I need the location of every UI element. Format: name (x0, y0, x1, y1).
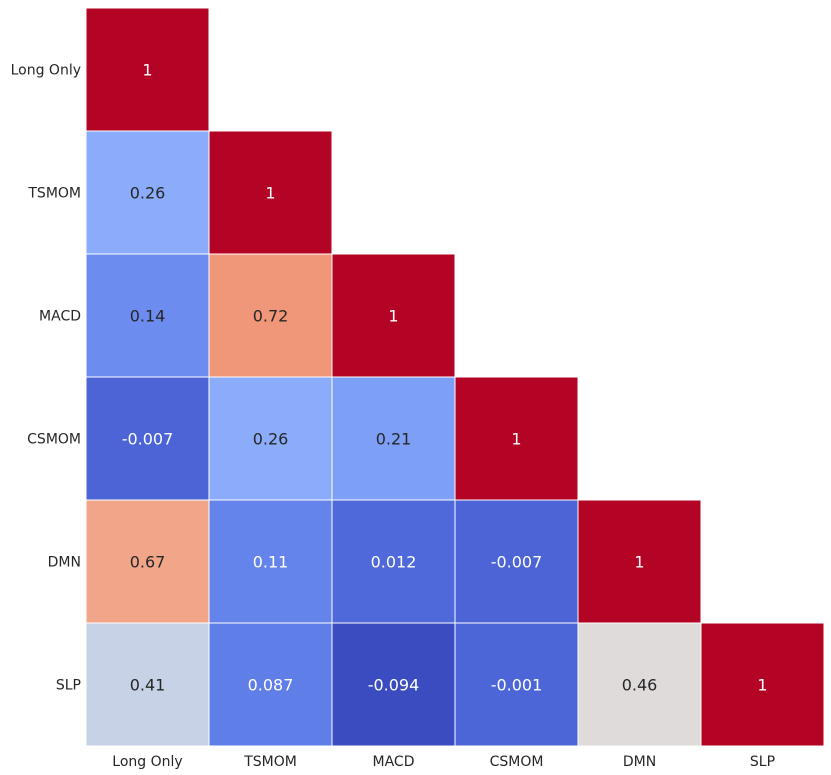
row-tick-label-1: TSMOM (27, 186, 81, 202)
col-tick-label-5: SLP (750, 754, 775, 770)
row-tick-label-4: DMN (48, 555, 81, 571)
cell-label-r2-c2: 1 (388, 307, 398, 326)
col-tick-label-4: DMN (623, 754, 656, 770)
heatmap-cell-r4-c1 (208, 499, 333, 624)
heatmap-cell-r5-c5 (700, 622, 825, 747)
heatmap-cell-r5-c2 (331, 622, 456, 747)
col-tick-label-2: MACD (373, 754, 415, 770)
heatmap-cell-r4-c2 (331, 499, 456, 624)
cell-label-r4-c0: 0.67 (130, 553, 166, 572)
heatmap-cell-r2-c1 (208, 253, 333, 378)
col-tick-label-3: CSMOM (490, 754, 544, 770)
cell-label-r1-c1: 1 (265, 184, 275, 203)
heatmap-cell-r4-c4 (577, 499, 702, 624)
heatmap-cell-r1-c1 (208, 130, 333, 255)
cell-label-r4-c3: -0.007 (491, 553, 543, 572)
heatmap-cell-r4-c3 (454, 499, 579, 624)
cell-label-r2-c1: 0.72 (253, 307, 289, 326)
row-tick-label-2: MACD (39, 309, 81, 325)
heatmap-cell-r1-c0 (85, 130, 210, 255)
cell-label-r5-c3: -0.001 (491, 676, 543, 695)
row-tick-label-5: SLP (56, 678, 81, 694)
cell-label-r3-c3: 1 (511, 430, 521, 449)
col-tick-label-0: Long Only (112, 754, 182, 770)
cell-label-r4-c2: 0.012 (371, 553, 417, 572)
cell-label-r5-c2: -0.094 (368, 676, 420, 695)
heatmap-cell-r2-c2 (331, 253, 456, 378)
row-tick-label-3: CSMOM (27, 432, 81, 448)
cell-label-r5-c5: 1 (757, 676, 767, 695)
heatmap-cell-r0-c0 (85, 7, 210, 132)
cell-label-r4-c4: 1 (634, 553, 644, 572)
cell-label-r5-c4: 0.46 (622, 676, 658, 695)
heatmap-cell-r3-c3 (454, 376, 579, 501)
heatmap-cell-r5-c0 (85, 622, 210, 747)
heatmap-cell-r5-c4 (577, 622, 702, 747)
cell-label-r3-c1: 0.26 (253, 430, 289, 449)
heatmap-cell-r5-c3 (454, 622, 579, 747)
row-tick-label-0: Long Only (11, 63, 81, 79)
heatmap-cell-r2-c0 (85, 253, 210, 378)
cell-label-r2-c0: 0.14 (130, 307, 166, 326)
heatmap-cell-r5-c1 (208, 622, 333, 747)
cell-label-r5-c1: 0.087 (248, 676, 294, 695)
heatmap-cell-r3-c1 (208, 376, 333, 501)
cell-label-r4-c1: 0.11 (253, 553, 289, 572)
cell-label-r1-c0: 0.26 (130, 184, 166, 203)
cell-label-r3-c0: -0.007 (122, 430, 174, 449)
col-tick-label-1: TSMOM (243, 754, 297, 770)
cell-label-r3-c2: 0.21 (376, 430, 412, 449)
cell-label-r0-c0: 1 (142, 61, 152, 80)
cell-label-r5-c0: 0.41 (130, 676, 166, 695)
